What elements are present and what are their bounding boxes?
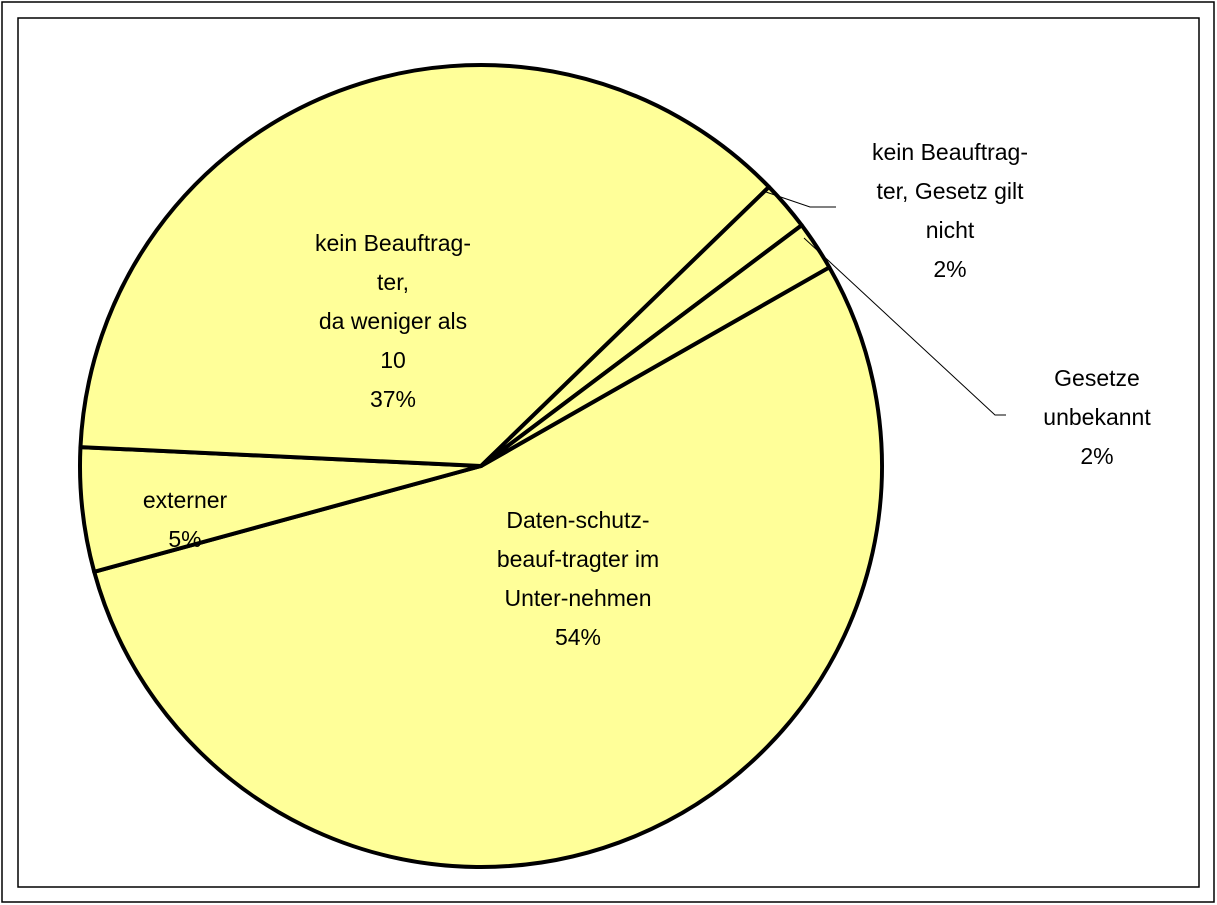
leader-line bbox=[803, 237, 1006, 416]
value-label: 54% bbox=[555, 624, 601, 650]
slice-label: kein Beauftrag-ter, Gesetz gilt nicht bbox=[872, 139, 1028, 243]
leader-line bbox=[765, 191, 836, 208]
slice-label: Daten-schutz-beauf-tragter im Unter-nehme… bbox=[497, 507, 659, 611]
value-label: 5% bbox=[168, 526, 201, 552]
slice-label: externer bbox=[143, 487, 228, 513]
pie-slice bbox=[92, 265, 884, 869]
slice-label: Gesetze unbekannt bbox=[1043, 365, 1151, 430]
plot-frame bbox=[17, 17, 1200, 888]
value-label: 2% bbox=[1080, 443, 1113, 469]
pie-slice bbox=[479, 223, 832, 468]
slice-label: kein Beauftrag-ter, da weniger als 10 bbox=[315, 230, 471, 373]
value-label: 37% bbox=[370, 386, 416, 412]
value-label: 2% bbox=[933, 256, 966, 282]
pie-slice bbox=[78, 63, 771, 468]
